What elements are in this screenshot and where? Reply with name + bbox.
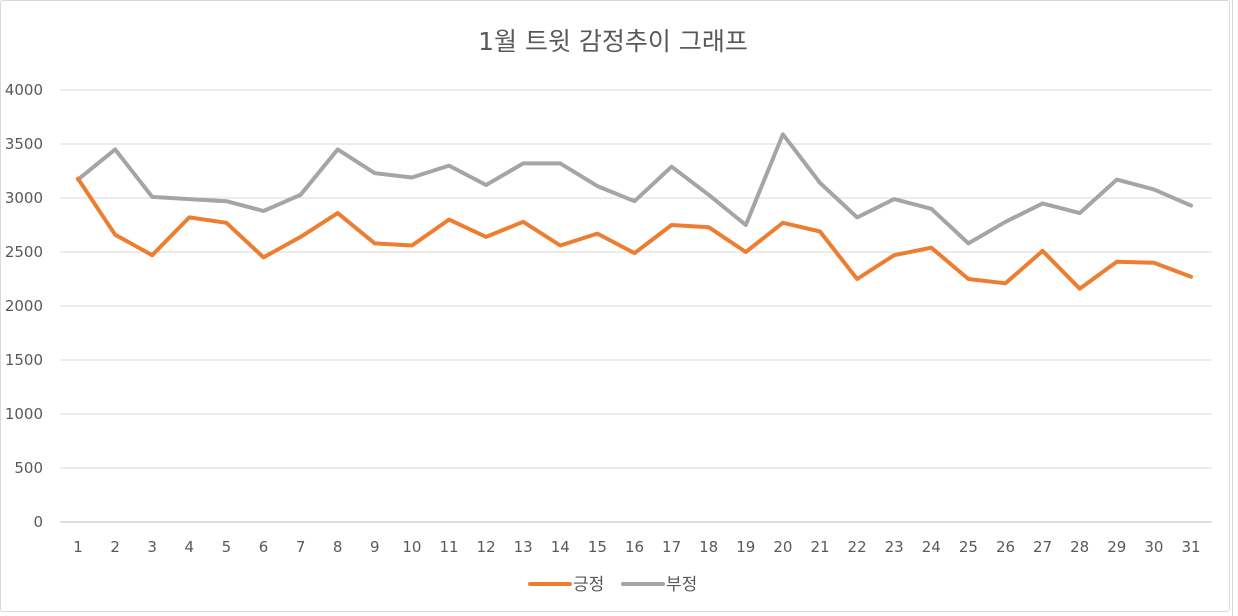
x-tick-label: 2 — [110, 538, 120, 556]
x-tick-label: 9 — [370, 538, 380, 556]
legend: 긍정 부정 — [528, 575, 697, 595]
y-tick-label: 1500 — [5, 351, 43, 369]
y-tick-label: 500 — [14, 459, 43, 477]
x-tick-label: 27 — [1033, 538, 1052, 556]
x-tick-label: 18 — [699, 538, 718, 556]
x-tick-label: 11 — [439, 538, 458, 556]
y-tick-label: 3000 — [5, 189, 43, 207]
x-tick-label: 16 — [625, 538, 644, 556]
x-tick-label: 12 — [477, 538, 496, 556]
y-tick-label: 1000 — [5, 405, 43, 423]
series-lines — [76, 132, 1193, 291]
x-tick-label: 8 — [333, 538, 343, 556]
x-tick-label: 3 — [147, 538, 157, 556]
x-tick-label: 28 — [1070, 538, 1089, 556]
x-tick-label: 7 — [296, 538, 306, 556]
chart-title: 1월 트윗 감정추이 그래프 — [478, 27, 748, 56]
x-axis-ticks: 1 2 3 4 5 6 7 8 9 10 11 12 13 14 15 16 17 18 19 20 21 22 23 24 2… — [73, 538, 1200, 556]
x-tick-label: 17 — [662, 538, 681, 556]
x-tick-label: 1 — [73, 538, 83, 556]
y-tick-label: 3500 — [5, 135, 43, 153]
y-tick-label: 2500 — [5, 243, 43, 261]
x-tick-label: 26 — [996, 538, 1015, 556]
x-tick-label: 20 — [773, 538, 792, 556]
x-tick-label: 25 — [959, 538, 978, 556]
y-tick-label: 4000 — [5, 81, 43, 99]
x-tick-label: 23 — [885, 538, 904, 556]
x-tick-label: 22 — [848, 538, 867, 556]
series-line — [76, 176, 1193, 291]
y-axis-ticks: 0 500 1000 1500 2000 2500 3000 3500 4000 — [5, 81, 43, 531]
x-tick-label: 14 — [551, 538, 570, 556]
x-tick-label: 21 — [810, 538, 829, 556]
x-tick-label: 29 — [1107, 538, 1126, 556]
legend-label: 긍정 — [573, 575, 604, 595]
x-tick-label: 19 — [736, 538, 755, 556]
x-tick-label: 15 — [588, 538, 607, 556]
gridlines — [60, 89, 1212, 469]
x-tick-label: 4 — [185, 538, 195, 556]
x-tick-label: 6 — [259, 538, 269, 556]
y-tick-label: 0 — [33, 513, 43, 531]
series-line — [76, 132, 1193, 246]
side-strip — [1232, 0, 1238, 616]
x-tick-label: 10 — [402, 538, 421, 556]
y-tick-label: 2000 — [5, 297, 43, 315]
x-tick-label: 5 — [222, 538, 232, 556]
legend-label: 부정 — [666, 575, 697, 595]
x-tick-label: 31 — [1181, 538, 1200, 556]
x-tick-label: 13 — [514, 538, 533, 556]
x-tick-label: 30 — [1144, 538, 1163, 556]
x-tick-label: 24 — [922, 538, 941, 556]
